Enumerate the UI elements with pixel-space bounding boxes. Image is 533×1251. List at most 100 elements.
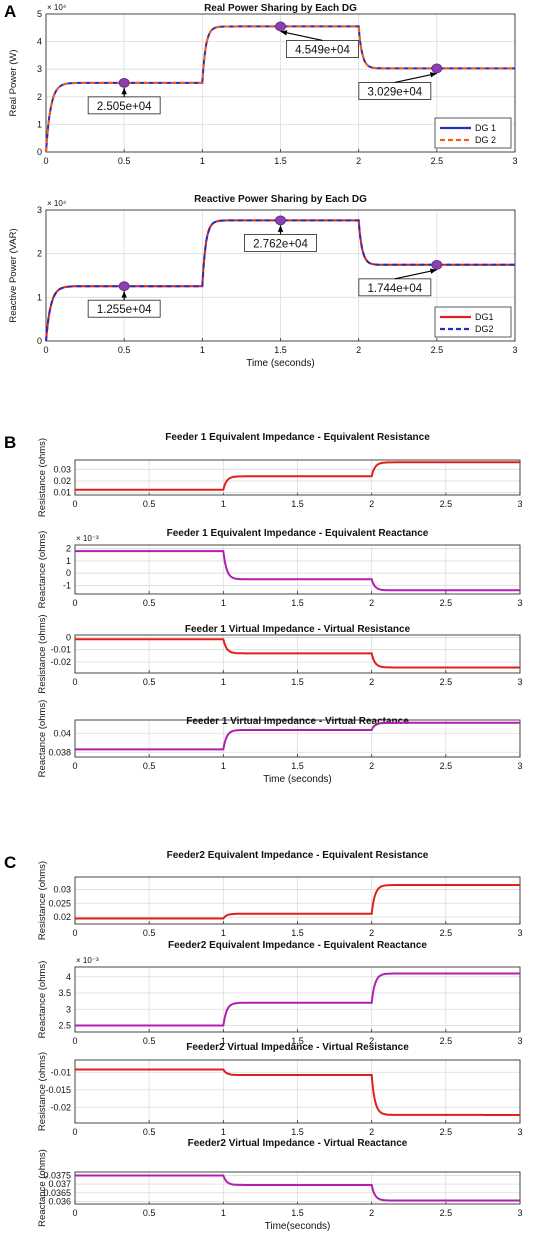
x-tick-label: 1	[221, 1127, 226, 1137]
chart-title: Feeder2 Equivalent Impedance - Equivalen…	[167, 850, 429, 861]
series-line-1	[75, 884, 520, 920]
y-tick-label: 0.02	[53, 912, 71, 922]
x-tick-label: 2	[369, 499, 374, 509]
x-tick-label: 3	[517, 1127, 522, 1137]
x-tick-label: 2	[369, 1036, 374, 1046]
data-tip-marker	[118, 281, 130, 292]
x-tick-label: 0	[72, 928, 77, 938]
series-line-1	[75, 638, 520, 669]
x-tick-label: 1	[221, 598, 226, 608]
y-tick-label: 0.036	[48, 1196, 71, 1206]
plot-frame	[74, 719, 521, 758]
x-tick-label: 2	[369, 761, 374, 771]
data-tip-marker	[275, 21, 286, 32]
data-tip-arrow	[394, 269, 437, 280]
legend-label: DG 2	[475, 135, 496, 145]
x-tick-label: 0.5	[143, 1127, 156, 1137]
x-tick-label: 1	[221, 1036, 226, 1046]
x-tick-label: 2.5	[440, 677, 453, 687]
y-tick-label: -1	[63, 580, 71, 590]
y-tick-label: 2.5	[58, 1021, 71, 1031]
y-axis-label: Reactance (ohms)	[37, 1149, 48, 1227]
chart-2: 0 0.5 1 1.5 2 2.5 3 0 1 2 3 × 10⁴ Reactive Power Sha…	[8, 194, 518, 369]
y-tick-label: 0	[66, 568, 71, 578]
y-axis-label: Resistance (ohms)	[37, 438, 48, 517]
y-tick-label: -0.02	[50, 1102, 71, 1112]
chart-7: 0 0.5 1 1.5 2 2.5 3 0.02 0.025 0.03 Feeder2 Equiva…	[37, 850, 523, 940]
x-tick-label: 1.5	[291, 1036, 304, 1046]
y-tick-label: 1	[37, 119, 42, 129]
data-tip-marker	[275, 215, 286, 226]
y-tick-label: 0.037	[48, 1179, 71, 1189]
x-tick-label: 2.5	[440, 1036, 453, 1046]
panel-label-a: A	[4, 2, 16, 21]
x-tick-label: 3	[517, 677, 522, 687]
y-axis-label: Reactance (ohms)	[37, 700, 48, 778]
arrow-head	[277, 225, 284, 232]
x-tick-label: 2.5	[440, 598, 453, 608]
plot-frame	[74, 966, 521, 1033]
x-tick-label: 1.5	[291, 928, 304, 938]
series-line-1	[75, 1174, 520, 1202]
x-tick-label: 1.5	[291, 677, 304, 687]
x-tick-label: 3	[517, 1036, 522, 1046]
series-line-1	[75, 550, 520, 592]
y-tick-label: -0.01	[50, 645, 71, 655]
x-tick-label: 0	[72, 677, 77, 687]
data-tip-label: 4.549e+04	[295, 44, 350, 56]
y-tick-label: 1	[66, 556, 71, 566]
y-tick-label: 0	[66, 632, 71, 642]
axis-exponent: × 10⁻³	[76, 534, 99, 543]
x-tick-label: 0.5	[143, 928, 156, 938]
axis-exponent: × 10⁴	[47, 3, 67, 12]
x-tick-label: 1	[200, 345, 205, 355]
plot-frame	[45, 13, 516, 153]
chart-title: Feeder 1 Equivalent Impedance - Equivale…	[167, 528, 429, 539]
x-tick-label: 3	[512, 156, 517, 166]
x-tick-label: 0	[43, 345, 48, 355]
y-axis-label: Real Power (W)	[8, 49, 19, 116]
arrow-head	[121, 87, 127, 95]
arrow-head	[429, 72, 437, 78]
y-tick-label: 0	[37, 336, 42, 346]
y-tick-label: 5	[37, 9, 42, 19]
chart-9: 0 0.5 1 1.5 2 2.5 3 -0.01 -0.015 -0.02 Feeder2 Vir…	[37, 1042, 523, 1137]
y-tick-label: 0.03	[53, 464, 71, 474]
y-axis-label: Reactance (ohms)	[37, 961, 48, 1039]
x-tick-label: 0.5	[118, 345, 131, 355]
y-tick-label: 3.5	[58, 988, 71, 998]
chart-title: Real Power Sharing by Each DG	[204, 3, 357, 14]
y-tick-label: 2	[37, 92, 42, 102]
x-tick-label: 0.5	[143, 1208, 156, 1218]
x-tick-label: 2.5	[440, 1208, 453, 1218]
plots-layer: 0 0.5 1 1.5 2 2.5 3 0 1 2 3 4 5 × 10⁴ Real Power Shari…	[8, 3, 523, 1232]
plot-frame	[74, 634, 521, 674]
legend-box	[434, 117, 512, 149]
plot-frame	[74, 544, 521, 595]
series-line-1	[75, 972, 520, 1027]
x-tick-label: 2.5	[440, 499, 453, 509]
data-tip-label: 2.762e+04	[253, 238, 308, 250]
panel-label-c: C	[4, 853, 16, 872]
x-tick-label: 2	[369, 928, 374, 938]
axis-exponent: × 10⁻³	[76, 956, 99, 965]
arrow-head	[429, 268, 437, 274]
x-tick-label: 1	[221, 761, 226, 771]
x-tick-label: 2.5	[431, 345, 444, 355]
y-axis-label: Reactive Power (VAR)	[8, 228, 19, 322]
y-tick-label: 0.03	[53, 884, 71, 894]
x-tick-label: 0.5	[143, 1036, 156, 1046]
y-tick-label: -0.015	[45, 1085, 71, 1095]
y-tick-label: 0.04	[53, 728, 71, 738]
x-tick-label: 0	[43, 156, 48, 166]
x-tick-label: 0.5	[143, 761, 156, 771]
plot-frame	[74, 876, 521, 925]
x-tick-label: 0	[72, 499, 77, 509]
x-tick-label: 1.5	[274, 345, 287, 355]
x-tick-label: 0	[72, 761, 77, 771]
data-tip-label: 2.505e+04	[97, 101, 152, 113]
x-axis-label: Time (seconds)	[263, 774, 332, 785]
x-tick-label: 1.5	[274, 156, 287, 166]
